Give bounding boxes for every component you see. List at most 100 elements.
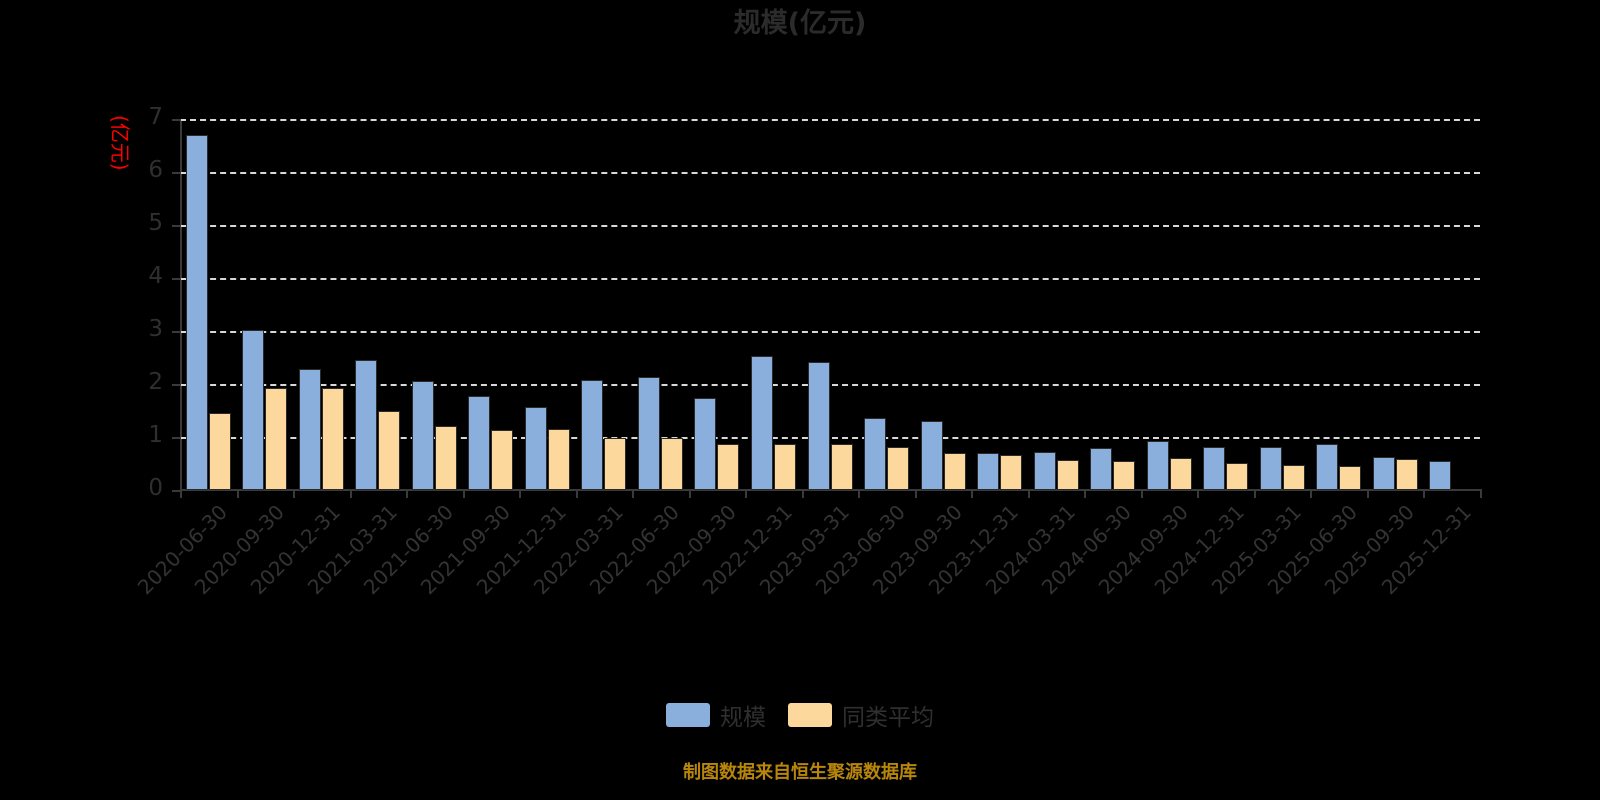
y-tick-mark — [172, 384, 181, 386]
bar-规模-2025-09-30[interactable] — [1372, 456, 1395, 490]
bar-同类平均-2024-12-31[interactable] — [1226, 462, 1249, 490]
bar-同类平均-2022-12-31[interactable] — [773, 443, 796, 490]
bar-同类平均-2021-06-30[interactable] — [434, 425, 457, 490]
y-tick-label: 1 — [148, 422, 163, 448]
y-tick-mark — [172, 278, 181, 280]
bar-同类平均-2025-03-31[interactable] — [1282, 465, 1305, 490]
bar-规模-2020-12-31[interactable] — [298, 369, 321, 490]
x-tick-mark — [858, 489, 861, 498]
x-tick-mark — [801, 489, 804, 498]
gridline — [180, 437, 1480, 439]
x-axis-line — [180, 489, 1481, 491]
bar-规模-2023-03-31[interactable] — [807, 361, 830, 490]
x-tick-mark — [914, 489, 917, 498]
chart-legend: 规模 同类平均 — [0, 698, 1600, 732]
y-tick-label: 4 — [148, 263, 163, 289]
x-tick-mark — [1310, 489, 1313, 498]
bar-同类平均-2024-03-31[interactable] — [1056, 460, 1079, 490]
bar-规模-2021-12-31[interactable] — [524, 407, 547, 490]
bar-同类平均-2024-09-30[interactable] — [1169, 457, 1192, 490]
bar-规模-2025-06-30[interactable] — [1316, 444, 1339, 490]
y-tick-label: 0 — [148, 475, 163, 501]
x-tick-mark — [745, 489, 748, 498]
bar-规模-2020-09-30[interactable] — [242, 329, 265, 490]
y-tick-mark — [172, 225, 181, 227]
bar-规模-2024-12-31[interactable] — [1203, 447, 1226, 490]
bar-规模-2021-06-30[interactable] — [411, 381, 434, 490]
bar-规模-2021-03-31[interactable] — [355, 360, 378, 490]
bar-同类平均-2022-09-30[interactable] — [717, 444, 740, 490]
bar-同类平均-2020-06-30[interactable] — [208, 412, 231, 490]
x-tick-mark — [462, 489, 465, 498]
bar-规模-2022-09-30[interactable] — [694, 397, 717, 490]
bar-规模-2024-03-31[interactable] — [1033, 451, 1056, 490]
bar-同类平均-2023-09-30[interactable] — [943, 452, 966, 490]
bar-同类平均-2021-12-31[interactable] — [547, 428, 570, 490]
gridline — [180, 225, 1480, 227]
y-tick-mark — [172, 437, 181, 439]
bar-规模-2024-09-30[interactable] — [1146, 440, 1169, 490]
bar-同类平均-2023-06-30[interactable] — [887, 446, 910, 490]
y-tick-mark — [172, 172, 181, 174]
gridline — [180, 384, 1480, 386]
x-tick-mark — [236, 489, 239, 498]
bar-同类平均-2021-03-31[interactable] — [378, 410, 401, 490]
x-tick-mark — [1027, 489, 1030, 498]
x-tick-mark — [349, 489, 352, 498]
bar-规模-2023-06-30[interactable] — [864, 417, 887, 490]
bar-规模-2025-03-31[interactable] — [1259, 447, 1282, 490]
legend-swatch — [666, 703, 710, 727]
bar-规模-2023-09-30[interactable] — [920, 421, 943, 490]
x-tick-mark — [688, 489, 691, 498]
x-tick-mark — [1084, 489, 1087, 498]
legend-item-同类平均[interactable]: 同类平均 — [788, 698, 934, 732]
gridline — [180, 119, 1480, 121]
x-tick-mark — [632, 489, 635, 498]
bar-规模-2022-12-31[interactable] — [750, 355, 773, 490]
bar-同类平均-2023-03-31[interactable] — [830, 443, 853, 490]
y-tick-label: 6 — [148, 157, 163, 183]
legend-label: 规模 — [720, 705, 766, 731]
x-tick-mark — [293, 489, 296, 498]
x-tick-mark — [971, 489, 974, 498]
x-tick-mark — [1253, 489, 1256, 498]
y-tick-mark — [172, 490, 181, 492]
bar-同类平均-2020-12-31[interactable] — [321, 387, 344, 490]
gridline — [180, 172, 1480, 174]
bar-规模-2021-09-30[interactable] — [468, 395, 491, 490]
bar-规模-2024-06-30[interactable] — [1090, 448, 1113, 490]
x-tick-mark — [1197, 489, 1200, 498]
bar-规模-2022-03-31[interactable] — [581, 379, 604, 490]
x-tick-mark — [1480, 489, 1482, 498]
legend-item-规模[interactable]: 规模 — [666, 698, 766, 732]
bar-同类平均-2025-06-30[interactable] — [1339, 466, 1362, 490]
bar-规模-2020-06-30[interactable] — [185, 135, 208, 490]
y-tick-label: 5 — [148, 210, 163, 236]
y-tick-label: 7 — [148, 104, 163, 130]
x-tick-mark — [1366, 489, 1369, 498]
y-tick-label: 2 — [148, 369, 163, 395]
bar-规模-2025-12-31[interactable] — [1429, 461, 1452, 490]
bar-同类平均-2021-09-30[interactable] — [491, 429, 514, 490]
y-tick-label: 3 — [148, 316, 163, 342]
bar-同类平均-2024-06-30[interactable] — [1113, 460, 1136, 490]
y-axis-line — [180, 119, 182, 491]
footer-note: 制图数据来自恒生聚源数据库 — [683, 762, 917, 783]
bar-同类平均-2023-12-31[interactable] — [1000, 455, 1023, 490]
bar-同类平均-2022-03-31[interactable] — [604, 437, 627, 490]
x-tick-mark — [575, 489, 578, 498]
legend-label: 同类平均 — [842, 705, 934, 731]
bar-同类平均-2022-06-30[interactable] — [660, 438, 683, 490]
x-tick-mark — [406, 489, 409, 498]
x-tick-mark — [1140, 489, 1143, 498]
legend-swatch — [788, 703, 832, 727]
x-tick-mark — [180, 489, 182, 498]
bar-同类平均-2025-09-30[interactable] — [1395, 459, 1418, 490]
gridline — [180, 331, 1480, 333]
bar-同类平均-2020-09-30[interactable] — [265, 388, 288, 490]
y-tick-mark — [172, 331, 181, 333]
plot-area — [180, 119, 1480, 490]
bar-规模-2022-06-30[interactable] — [637, 376, 660, 490]
bar-规模-2023-12-31[interactable] — [977, 452, 1000, 490]
